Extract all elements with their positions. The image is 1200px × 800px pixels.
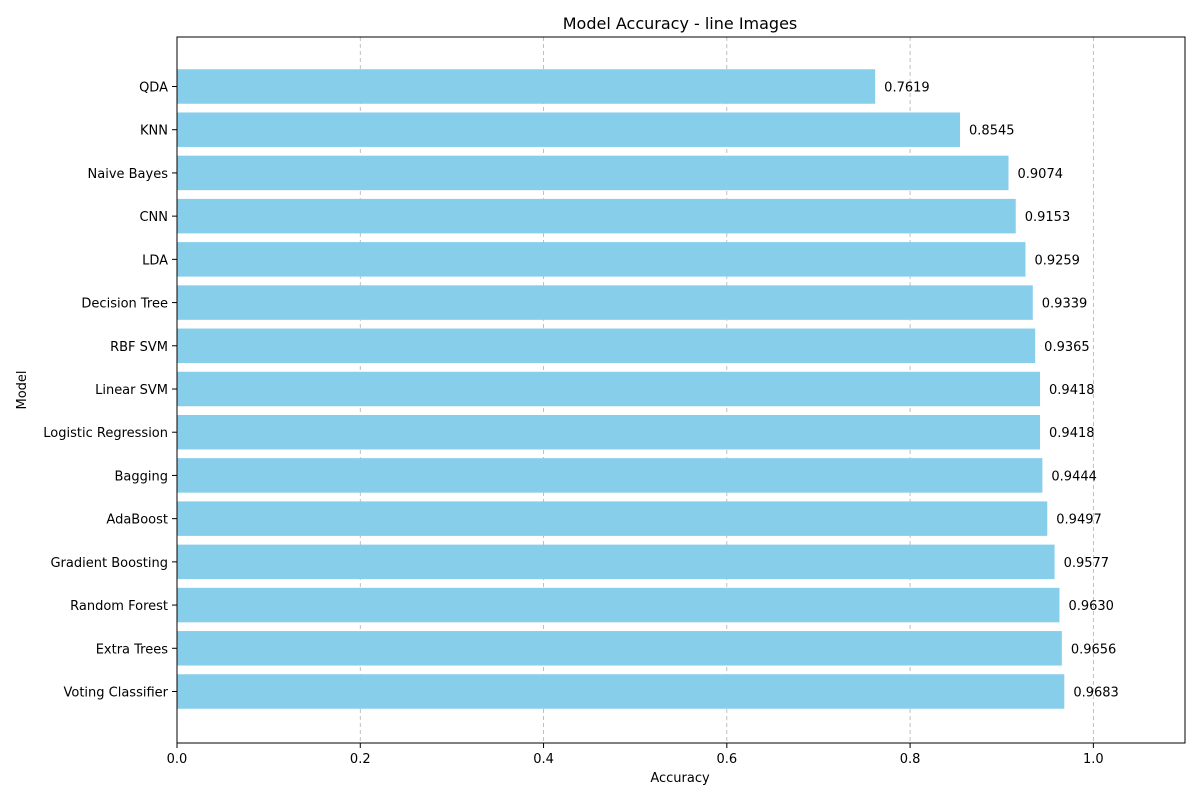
bar (177, 544, 1055, 580)
bar (177, 371, 1041, 407)
x-tick-label: 0.0 (167, 752, 188, 767)
category-labels: QDA KNN Naive Bayes CNN LDA Decision Tree RBF … (43, 81, 177, 701)
bar-value-label: 0.9683 (1073, 686, 1119, 701)
bar-value-label: 0.9259 (1034, 253, 1080, 268)
category-label: AdaBoost (106, 513, 168, 528)
category-label: LDA (142, 253, 168, 268)
bar-value-label: 0.9365 (1044, 340, 1090, 355)
bar (177, 328, 1036, 364)
bar (177, 155, 1009, 191)
bar-value-label: 0.9153 (1025, 210, 1071, 225)
bar-value-label: 0.9418 (1049, 426, 1095, 441)
x-tick-label: 0.8 (900, 752, 921, 767)
x-tick-label: 0.6 (716, 752, 737, 767)
x-tick-label: 1.0 (1083, 752, 1104, 767)
bar-value-label: 0.9444 (1051, 469, 1097, 484)
bar-value-label: 0.8545 (969, 124, 1015, 139)
category-label: Extra Trees (96, 642, 169, 657)
category-label: CNN (139, 210, 168, 225)
bar-value-label: 0.9418 (1049, 383, 1095, 398)
bar (177, 242, 1026, 277)
x-ticks: 0.0 0.2 0.4 0.6 0.8 1.0 (167, 743, 1104, 767)
category-label: RBF SVM (110, 340, 168, 355)
bars (177, 69, 1065, 709)
category-label: Random Forest (70, 599, 168, 614)
y-axis-label: Model (15, 370, 30, 409)
category-label: Linear SVM (95, 383, 168, 398)
category-label: Bagging (115, 469, 169, 484)
bar-value-label: 0.9577 (1064, 556, 1110, 571)
x-tick-label: 0.4 (533, 752, 554, 767)
bar (177, 674, 1065, 709)
bar-value-label: 0.9656 (1071, 642, 1117, 657)
bar-value-label: 0.9339 (1042, 297, 1088, 312)
category-label: Voting Classifier (63, 686, 168, 701)
chart-title: Model Accuracy - line Images (563, 14, 798, 33)
category-label: Naive Bayes (88, 167, 169, 182)
plot-frame (176, 36, 1186, 744)
bar (177, 458, 1043, 493)
bar-value-label: 0.7619 (884, 81, 930, 96)
bar-value-label: 0.9074 (1018, 167, 1063, 182)
bar (177, 112, 961, 147)
bar (177, 414, 1041, 450)
category-label: Gradient Boosting (50, 556, 168, 571)
category-label: QDA (139, 81, 168, 96)
bar (177, 587, 1060, 623)
category-label: Logistic Regression (43, 426, 168, 441)
bar (177, 501, 1048, 536)
x-tick-label: 0.2 (350, 752, 371, 767)
x-axis-label: Accuracy (650, 771, 710, 786)
category-label: Decision Tree (81, 297, 168, 312)
bar (177, 631, 1062, 666)
bar (177, 285, 1033, 320)
bar (177, 69, 876, 104)
bar (177, 198, 1016, 234)
category-label: KNN (140, 124, 168, 139)
bar-value-label: 0.9630 (1068, 599, 1114, 614)
value-labels: 0.7619 0.8545 0.9074 0.9153 0.9259 0.9339 0.93… (884, 81, 1119, 701)
bar-value-label: 0.9497 (1056, 513, 1102, 528)
